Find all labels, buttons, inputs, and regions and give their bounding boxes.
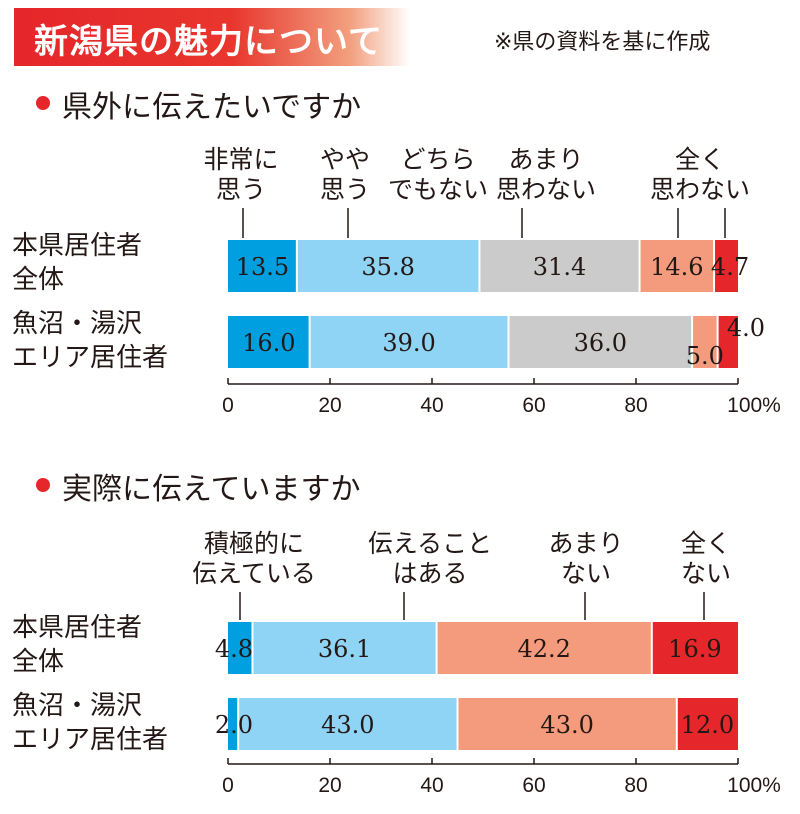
legend-label-1-2-1: ない (561, 559, 611, 588)
bar-segment-0-0-1 (296, 240, 480, 292)
legend-label-0-1-1: 思う (320, 175, 370, 204)
bar-segment-1-1-3 (676, 698, 738, 750)
bar-segment-0-1-2 (508, 316, 693, 368)
legend-label-0-0-0: 非常に (203, 145, 278, 174)
bar-segment-0-0-2 (479, 240, 640, 292)
x-tick-label-1-1: 20 (318, 774, 341, 797)
legend-label-0-0-1: 思う (216, 175, 266, 204)
x-tick-label-1-5: 100% (727, 774, 781, 797)
x-tick-label-0-0: 0 (222, 394, 234, 417)
legend-label-0-4-0: 全く (675, 145, 725, 174)
bar-segment-0-1-1 (309, 316, 509, 368)
bar-segment-0-0-0 (228, 240, 297, 292)
category-label-0-1-1: エリア居住者 (12, 343, 168, 373)
value-label-0-1-3: 5.0 (686, 342, 724, 370)
bar-segment-1-1-1 (238, 698, 458, 750)
value-label-0-1-2: 36.0 (574, 329, 627, 357)
value-label-0-1-1: 39.0 (382, 329, 435, 357)
x-tick-label-1-0: 0 (222, 774, 234, 797)
x-tick-label-0-3: 60 (522, 394, 545, 417)
legend-label-1-2-0: あまり (548, 529, 623, 558)
legend-label-0-4-1: 思わない (650, 175, 750, 204)
legend-label-1-0-0: 積極的に (204, 529, 304, 558)
value-label-0-1-4: 4.0 (727, 314, 765, 342)
bar-segment-1-0-0 (228, 622, 253, 674)
section-heading-2: 実際に伝えていますか (62, 472, 361, 507)
source-note: ※県の資料を基に作成 (494, 30, 711, 55)
legend-label-1-1-1: はある (392, 559, 467, 588)
x-tick-label-0-2: 40 (420, 394, 443, 417)
category-label-1-0-1: 全体 (12, 647, 64, 677)
legend-label-1-3-1: ない (681, 559, 731, 588)
page-title: 新潟県の魅力について (34, 22, 383, 62)
value-label-0-0-2: 31.4 (533, 253, 586, 281)
category-label-0-0-0: 本県居住者 (12, 231, 142, 261)
bar-segment-1-1-0 (228, 698, 239, 750)
category-label-1-1-1: エリア居住者 (12, 725, 168, 755)
bar-segment-1-0-2 (436, 622, 652, 674)
bar-segment-0-0-3 (639, 240, 715, 292)
x-tick-label-1-3: 60 (522, 774, 545, 797)
value-label-1-0-1: 36.1 (318, 635, 371, 663)
legend-label-1-0-1: 伝えている (192, 559, 316, 588)
bar-segment-0-1-4 (717, 316, 738, 368)
legend-label-0-3-1: 思わない (496, 175, 596, 204)
value-label-1-0-2: 42.2 (517, 635, 570, 663)
bar-segment-1-0-3 (651, 622, 738, 674)
x-tick-label-0-4: 80 (624, 394, 647, 417)
value-label-1-1-2: 43.0 (540, 711, 593, 739)
section-bullet-1 (36, 96, 50, 110)
value-label-1-1-3: 12.0 (681, 711, 734, 739)
bar-segment-1-0-1 (252, 622, 437, 674)
value-label-0-0-1: 35.8 (361, 253, 414, 281)
legend-label-0-3-0: あまり (508, 145, 583, 174)
section-heading-1: 県外に伝えたいですか (62, 90, 362, 125)
bar-segment-0-1-0 (228, 316, 310, 368)
x-tick-label-0-1: 20 (318, 394, 341, 417)
legend-label-1-3-0: 全く (681, 529, 731, 558)
bar-segment-1-1-2 (457, 698, 677, 750)
title-banner (14, 8, 410, 66)
category-label-0-0-1: 全体 (12, 265, 64, 295)
bar-segment-0-0-4 (714, 240, 738, 292)
x-tick-label-0-5: 100% (727, 394, 781, 417)
value-label-0-0-3: 14.6 (650, 253, 703, 281)
legend-label-1-1-0: 伝えること (368, 529, 492, 558)
value-label-0-0-0: 13.5 (236, 253, 289, 281)
x-tick-label-1-2: 40 (420, 774, 443, 797)
legend-label-0-2-1: でもない (388, 175, 488, 204)
value-label-1-1-1: 43.0 (321, 711, 374, 739)
value-label-1-0-0: 4.8 (215, 635, 253, 663)
category-label-1-0-0: 本県居住者 (12, 613, 142, 643)
value-label-1-1-0: 2.0 (215, 711, 253, 739)
value-label-1-0-3: 16.9 (668, 635, 721, 663)
section-bullet-2 (36, 478, 50, 492)
legend-label-0-2-0: どちら (400, 145, 475, 174)
category-label-1-1-0: 魚沼・湯沢 (12, 691, 142, 721)
bar-segment-0-1-3 (692, 316, 718, 368)
value-label-0-0-4: 4.7 (711, 253, 749, 281)
value-label-0-1-0: 16.0 (242, 329, 295, 357)
x-tick-label-1-4: 80 (624, 774, 647, 797)
legend-label-0-1-0: やや (320, 145, 370, 174)
category-label-0-1-0: 魚沼・湯沢 (12, 309, 142, 339)
